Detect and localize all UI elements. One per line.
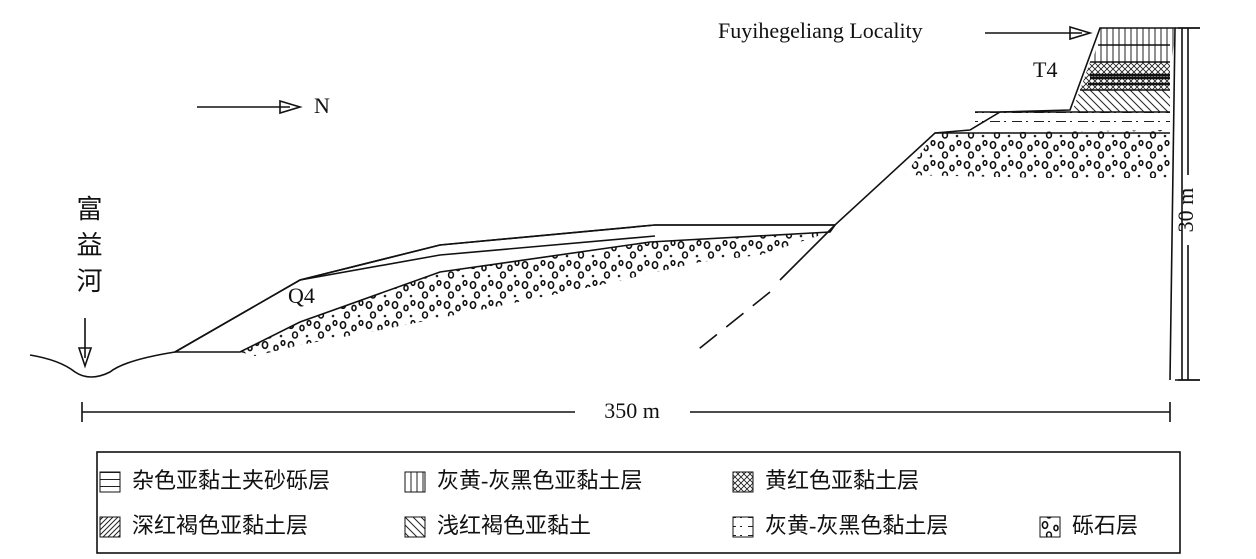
width-label: 350 m (604, 398, 660, 423)
layer-line (299, 235, 656, 281)
legend-swatch (404, 471, 426, 493)
legend-label: 砾石层 (1072, 513, 1138, 538)
layer-line (935, 44, 1170, 134)
legend-label: 黄红色亚黏土层 (765, 468, 919, 493)
arrow (77, 318, 93, 369)
legend-swatch (1039, 516, 1061, 538)
terrace-label: T4 (1033, 57, 1057, 82)
ground-profile (29, 27, 1176, 381)
north-label: N (314, 93, 330, 118)
legend-label: 杂色亚黏土夹砂砾层 (132, 468, 330, 493)
height-label: 30 m (1173, 188, 1198, 233)
legend-box (96, 451, 1181, 554)
gravel-layer (240, 232, 830, 356)
legend-swatch (732, 471, 754, 493)
clay-layer (975, 112, 1170, 130)
arrow (985, 25, 1093, 41)
legend-swatch (99, 471, 121, 493)
q4-label: Q4 (288, 283, 315, 308)
locality-label: Fuyihegeliang Locality (718, 18, 923, 43)
arrow (197, 99, 303, 115)
legend-swatch (404, 516, 426, 538)
legend-label: 灰黄-灰黑色黏土层 (765, 513, 948, 538)
width-scale (81, 402, 1171, 422)
light-red-layer (1072, 90, 1170, 112)
legend-label: 灰黄-灰黑色亚黏土层 (437, 468, 642, 493)
height-scale (1178, 27, 1200, 381)
dark-bands (1088, 73, 1170, 86)
gravel-layer (905, 130, 1170, 178)
fault-line (694, 291, 771, 353)
river-label: 富益河 (73, 195, 102, 303)
legend-swatch (732, 516, 754, 538)
legend-label: 深红褐色亚黏土层 (132, 513, 308, 538)
legend-label: 浅红褐色亚黏土 (437, 513, 591, 538)
legend-swatch (99, 516, 121, 538)
slope-line (779, 224, 836, 281)
